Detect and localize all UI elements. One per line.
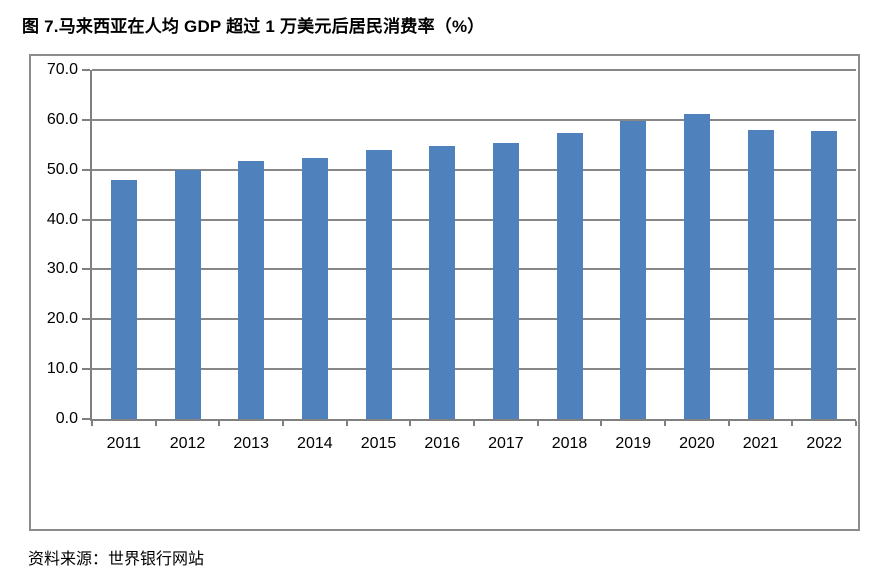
gridline-30.0	[92, 268, 856, 271]
x-axis-label-2022: 2022	[806, 435, 843, 452]
x-axis-label-2018: 2018	[551, 435, 588, 452]
bar-2022	[811, 131, 838, 419]
y-axis-label-60.0: 60.0	[46, 110, 78, 128]
gridline-50.0	[92, 168, 856, 171]
plot-area: 2011 2012 2013 2014 2015 2016 2017 2018 2019 2020…	[47, 61, 857, 452]
y-axis-tick-10.0	[82, 368, 90, 371]
x-axis-label-2016: 2016	[424, 435, 460, 452]
x-axis-tick-5	[409, 421, 412, 426]
bar-2011	[110, 179, 137, 419]
x-axis-tick-9	[664, 421, 666, 426]
bar-2013	[238, 161, 265, 419]
bar-2017	[492, 142, 519, 419]
x-axis-tick-6	[473, 421, 475, 426]
bar-2016	[429, 145, 456, 419]
bar-slot-2011	[92, 70, 156, 419]
x-axis-label-2020: 2020	[679, 435, 715, 452]
bar-2012	[174, 169, 201, 419]
x-axis-tick-4	[345, 421, 348, 426]
bar-2019	[620, 121, 647, 419]
x-axis-tick-11	[791, 421, 794, 426]
x-axis-tick-3	[282, 421, 284, 426]
bar-2020	[683, 113, 710, 419]
bar-2015	[365, 150, 392, 419]
gridline-20.0	[92, 318, 856, 321]
x-axis-label-2019: 2019	[615, 435, 651, 452]
y-axis-label-70.0: 70.0	[46, 61, 78, 78]
x-axis-tick-10	[727, 421, 730, 426]
bar-slot-2019	[601, 70, 665, 419]
figure-source: 资料来源：世界银行网站	[28, 551, 205, 568]
x-axis-tick-7	[536, 421, 539, 426]
bar-slot-2014	[283, 70, 347, 419]
y-axis-tick-40.0	[82, 218, 90, 221]
bar-2018	[556, 133, 583, 419]
x-axis-labels: 2011 2012 2013 2014 2015 2016 2017 2018 2019 2020…	[92, 435, 856, 453]
gridline-60.0	[92, 118, 856, 121]
chart-frame: 2011 2012 2013 2014 2015 2016 2017 2018 2019 2020…	[29, 54, 860, 531]
bar-2021	[747, 129, 774, 419]
bar-slot-2021	[729, 70, 793, 419]
x-axis-tick-8	[600, 421, 603, 426]
y-axis-tick-50.0	[82, 168, 90, 171]
x-axis-tick-12	[855, 421, 857, 426]
x-axis-tick-0	[91, 421, 93, 426]
x-axis-label-2011: 2011	[106, 435, 142, 452]
bar-slot-2022	[792, 70, 856, 419]
bar-slot-2015	[347, 70, 411, 419]
figure-title: 图 7.马来西亚在人均 GDP 超过 1 万美元后居民消费率（%）	[22, 17, 485, 36]
x-axis-label-2012: 2012	[169, 435, 206, 452]
x-axis-label-2015: 2015	[360, 435, 397, 452]
x-axis-tick-1	[154, 421, 157, 426]
y-axis-label-30.0: 30.0	[46, 260, 78, 278]
gridline-40.0	[92, 218, 856, 221]
y-axis-label-10.0: 10.0	[46, 360, 78, 378]
bar-2014	[301, 157, 328, 419]
y-axis-label-40.0: 40.0	[46, 210, 78, 228]
bar-slot-2017	[474, 70, 538, 419]
bar-slot-2013	[219, 70, 283, 419]
bar-slot-2012	[156, 70, 220, 419]
x-axis-tick-2	[218, 421, 221, 426]
y-axis-tick-70.0	[82, 69, 90, 71]
y-axis-tick-30.0	[82, 268, 90, 271]
x-axis-label-2017: 2017	[488, 435, 524, 452]
bars-row	[92, 70, 856, 419]
x-axis-label-2014: 2014	[297, 435, 333, 452]
y-axis-tick-20.0	[82, 318, 90, 321]
bar-slot-2020	[665, 70, 729, 419]
y-axis-tick-0.0	[82, 418, 90, 420]
y-axis-label-0.0: 0.0	[55, 410, 78, 427]
y-axis-tick-60.0	[82, 118, 90, 121]
y-axis-label-20.0: 20.0	[46, 310, 78, 328]
x-axis-label-2021: 2021	[742, 435, 779, 452]
bar-slot-2016	[410, 70, 474, 419]
bar-slot-2018	[538, 70, 602, 419]
gridline-10.0	[92, 368, 856, 371]
gridline-70.0	[92, 69, 856, 71]
y-axis-label-50.0: 50.0	[46, 160, 78, 178]
x-axis-label-2013: 2013	[233, 435, 269, 452]
